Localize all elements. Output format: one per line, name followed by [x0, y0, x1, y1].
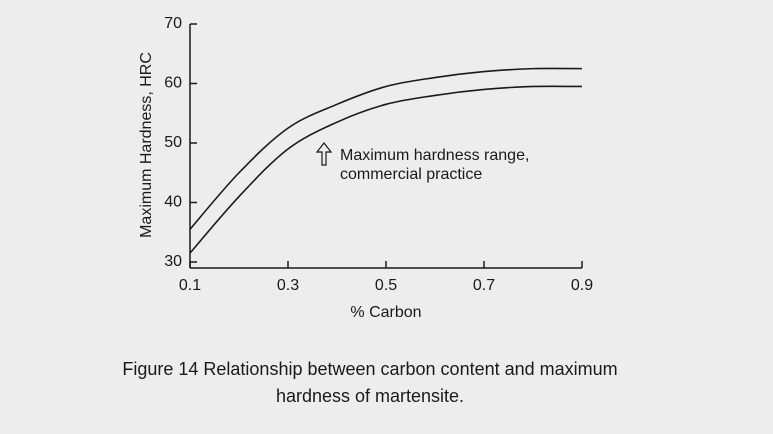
- annotation: Maximum hardness range,: [340, 147, 529, 164]
- caption: hardness of martensite.: [276, 386, 464, 406]
- y-tick-label: 30: [164, 253, 182, 270]
- x-tick-label: 0.7: [473, 277, 495, 294]
- y-tick-label: 60: [164, 75, 182, 92]
- x-tick-label: 0.5: [375, 277, 397, 294]
- curve: [189, 67, 583, 230]
- caption: Figure 14 Relationship between carbon co…: [122, 359, 617, 379]
- x-axis-label: % Carbon: [350, 304, 421, 321]
- x-tick-label: 0.1: [179, 277, 201, 294]
- annotation: commercial practice: [340, 166, 482, 183]
- x-tick-label: 0.9: [571, 277, 593, 294]
- y-tick-label: 50: [164, 134, 182, 151]
- annotation-arrow: [315, 142, 333, 166]
- curve: [189, 85, 583, 254]
- x-tick-label: 0.3: [277, 277, 299, 294]
- y-tick-label: 70: [164, 15, 182, 32]
- y-tick-label: 40: [164, 194, 182, 211]
- y-axis-label: Maximum Hardness, HRC: [138, 52, 155, 238]
